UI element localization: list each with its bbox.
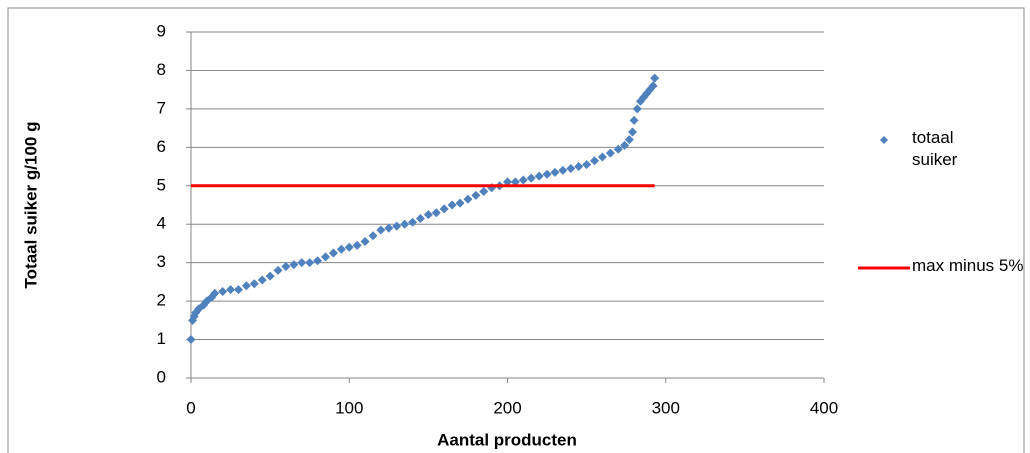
data-point (582, 160, 592, 170)
data-point (305, 258, 315, 268)
y-tick-label: 6 (157, 137, 166, 156)
y-tick-label: 2 (157, 291, 166, 310)
data-point (624, 135, 634, 145)
data-point (650, 73, 660, 83)
data-point (605, 148, 615, 158)
data-point (321, 252, 331, 262)
data-point (210, 288, 220, 298)
data-point (265, 271, 275, 281)
data-point (534, 171, 544, 181)
y-tick-label: 4 (157, 214, 166, 233)
data-point (590, 156, 600, 166)
data-point (423, 210, 433, 220)
data-point (392, 221, 402, 231)
x-tick-label: 0 (186, 398, 195, 417)
data-point (415, 213, 425, 223)
y-tick-label: 5 (157, 175, 166, 194)
data-point (281, 262, 291, 272)
data-point (542, 169, 552, 179)
data-point (186, 335, 196, 345)
legend-label: max minus 5% (912, 256, 1024, 275)
y-axis-title: Totaal suiker g/100 g (21, 122, 40, 289)
data-point (518, 175, 528, 185)
legend-marker (880, 136, 888, 144)
data-point (257, 275, 267, 285)
data-point (620, 140, 630, 150)
x-tick-label: 300 (652, 398, 680, 417)
data-point (336, 244, 346, 254)
y-tick-label: 7 (157, 98, 166, 117)
data-point (297, 258, 307, 268)
data-point (510, 177, 520, 187)
y-tick-label: 1 (157, 329, 166, 348)
data-point (431, 208, 441, 218)
data-point (368, 231, 378, 241)
data-point (352, 240, 362, 250)
data-point (408, 217, 418, 227)
data-point (439, 204, 449, 214)
data-point (574, 162, 584, 172)
data-point (360, 237, 370, 247)
data-point (226, 285, 236, 295)
data-point (344, 242, 354, 252)
data-point (233, 285, 243, 295)
y-tick-label: 9 (157, 21, 166, 40)
data-point (566, 163, 576, 173)
data-point (218, 287, 228, 296)
data-point (447, 200, 457, 210)
data-point (328, 248, 338, 258)
data-point (289, 260, 299, 270)
data-point (241, 281, 251, 291)
x-tick-label: 100 (335, 398, 363, 417)
chart-border (7, 7, 1025, 453)
y-tick-label: 3 (157, 252, 166, 271)
legend-label: totaal suiker (912, 128, 958, 169)
data-point (273, 265, 283, 275)
data-point (455, 198, 465, 208)
data-point (628, 127, 638, 137)
y-tick-label: 8 (157, 60, 166, 79)
data-point (463, 194, 473, 204)
data-point (558, 165, 568, 175)
data-point (400, 219, 410, 229)
data-point (597, 152, 607, 162)
data-point (313, 256, 323, 266)
data-point (376, 225, 386, 235)
data-point (479, 187, 489, 197)
y-tick-label: 0 (157, 367, 166, 386)
data-point (384, 223, 394, 233)
data-point (550, 167, 560, 177)
data-point (632, 104, 642, 114)
data-point (503, 177, 512, 187)
x-axis-title: Aantal producten (437, 430, 577, 449)
x-tick-label: 400 (810, 398, 838, 417)
data-point (471, 190, 481, 200)
x-tick-label: 200 (493, 398, 521, 417)
data-point (613, 144, 623, 154)
data-point (526, 173, 536, 183)
data-point (629, 115, 639, 125)
data-point (648, 81, 658, 91)
data-point (249, 279, 259, 289)
